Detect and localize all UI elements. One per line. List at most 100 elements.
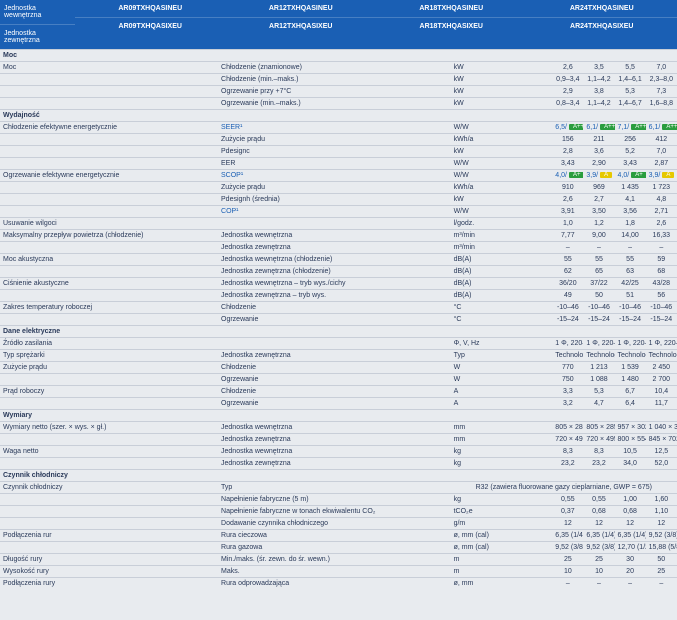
row-value: 7,3	[646, 86, 677, 98]
row-value: 1,2	[583, 218, 614, 230]
row-unit: dB(A)	[451, 254, 553, 266]
row-group: Czynnik chłodniczy	[0, 482, 218, 494]
header-left: Jednostka wewnętrzna Jednostka zewnętrzn…	[0, 0, 75, 49]
row-value: 1 435	[615, 182, 646, 194]
row-value: 750	[552, 374, 583, 386]
row-value: Technologia Digital Inverter	[615, 350, 646, 362]
row-value: 8,3	[583, 446, 614, 458]
row-group	[0, 542, 218, 554]
row-value: 1,0	[552, 218, 583, 230]
row-value: 1,00	[615, 494, 646, 506]
row-group	[0, 134, 218, 146]
energy-badge: A++	[569, 124, 583, 130]
row-group: Zużycie prądu	[0, 362, 218, 374]
row-value: 0,68	[615, 506, 646, 518]
row-value: 4,1	[615, 194, 646, 206]
row-label: Jednostka zewnętrzna	[218, 434, 451, 446]
row-value: 55	[615, 254, 646, 266]
row-group	[0, 494, 218, 506]
row-value: 68	[646, 266, 677, 278]
row-value: -10–46	[552, 302, 583, 314]
row-group: Długość rury	[0, 554, 218, 566]
model-indoor: AR18TXHQASINEU	[376, 0, 527, 18]
energy-badge: A++	[662, 124, 677, 130]
row-value: 9,00	[583, 230, 614, 242]
row-value: 3,91	[552, 206, 583, 218]
row-label: Rura cieczowa	[218, 530, 451, 542]
row-label: SEER¹	[218, 122, 451, 134]
row-group	[0, 266, 218, 278]
row-label: EER	[218, 158, 451, 170]
row-value: 7,77	[552, 230, 583, 242]
row-value: 3,9/A	[583, 170, 614, 182]
row-value: 14,00	[615, 230, 646, 242]
row-value: 25	[583, 554, 614, 566]
row-value: 10,5	[615, 446, 646, 458]
row-group: Źródło zasilania	[0, 338, 218, 350]
row-value: -10–46	[646, 302, 677, 314]
row-label: Chłodzenie (znamionowe)	[218, 62, 451, 74]
row-group	[0, 146, 218, 158]
row-unit: kW	[451, 74, 553, 86]
row-label: Ogrzewanie	[218, 314, 451, 326]
row-unit: W	[451, 374, 553, 386]
row-unit: kW	[451, 98, 553, 110]
row-unit: tCO₂e	[451, 506, 553, 518]
row-value: 2,3–8,0	[646, 74, 677, 86]
row-value: 1 213	[583, 362, 614, 374]
row-value: 34,0	[615, 458, 646, 470]
row-label: Pdesignh (średnia)	[218, 194, 451, 206]
row-value: 3,50	[583, 206, 614, 218]
row-label: Ogrzewanie (min.–maks.)	[218, 98, 451, 110]
row-value: 55	[583, 254, 614, 266]
row-value: 156	[552, 134, 583, 146]
row-unit: dB(A)	[451, 266, 553, 278]
row-group	[0, 398, 218, 410]
row-value: 52,0	[646, 458, 677, 470]
row-value: 1,60	[646, 494, 677, 506]
row-group	[0, 242, 218, 254]
row-unit: W/W	[451, 158, 553, 170]
row-value: 2,71	[646, 206, 677, 218]
row-label: Min./maks. (śr. zewn. do śr. wewn.)	[218, 554, 451, 566]
row-value: 1,1–4,2	[583, 98, 614, 110]
row-value: 3,43	[552, 158, 583, 170]
row-value: 49	[552, 290, 583, 302]
row-value: 23,2	[583, 458, 614, 470]
row-unit: Φ, V, Hz	[451, 338, 553, 350]
row-value: 8,3	[552, 446, 583, 458]
row-value: 4,0/A+	[552, 170, 583, 182]
row-group: Typ sprężarki	[0, 350, 218, 362]
row-unit: m	[451, 566, 553, 578]
row-unit: kW	[451, 194, 553, 206]
row-value: 969	[583, 182, 614, 194]
row-value: 0,8–3,4	[552, 98, 583, 110]
row-group: Prąd roboczy	[0, 386, 218, 398]
row-group	[0, 86, 218, 98]
row-value: 15,88 (5/8)	[646, 542, 677, 554]
row-unit: kWh/a	[451, 134, 553, 146]
row-value: 2,6	[552, 62, 583, 74]
row-unit: mm	[451, 422, 553, 434]
row-group: Wymiary netto (szer. × wys. × gł.)	[0, 422, 218, 434]
row-value: 412	[646, 134, 677, 146]
row-value: 805 × 285 × 194	[583, 422, 614, 434]
row-value: 2,9	[552, 86, 583, 98]
row-unit: mm	[451, 434, 553, 446]
row-group	[0, 194, 218, 206]
energy-badge: A++	[600, 124, 614, 130]
row-value: 0,9–3,4	[552, 74, 583, 86]
section-label: Wydajność	[0, 110, 677, 122]
model-indoor: AR24TXHQASINEU	[527, 0, 677, 18]
row-unit: kWh/a	[451, 182, 553, 194]
spec-table: MocMocChłodzenie (znamionowe)kW2,63,55,5…	[0, 49, 677, 589]
row-value: 50	[583, 290, 614, 302]
row-group	[0, 74, 218, 86]
row-value: 12,5	[646, 446, 677, 458]
row-unit: kg	[451, 446, 553, 458]
row-group	[0, 182, 218, 194]
row-value: 1 539	[615, 362, 646, 374]
row-unit: ø, mm (cal)	[451, 530, 553, 542]
row-label: Zużycie prądu	[218, 182, 451, 194]
row-group: Wysokość rury	[0, 566, 218, 578]
